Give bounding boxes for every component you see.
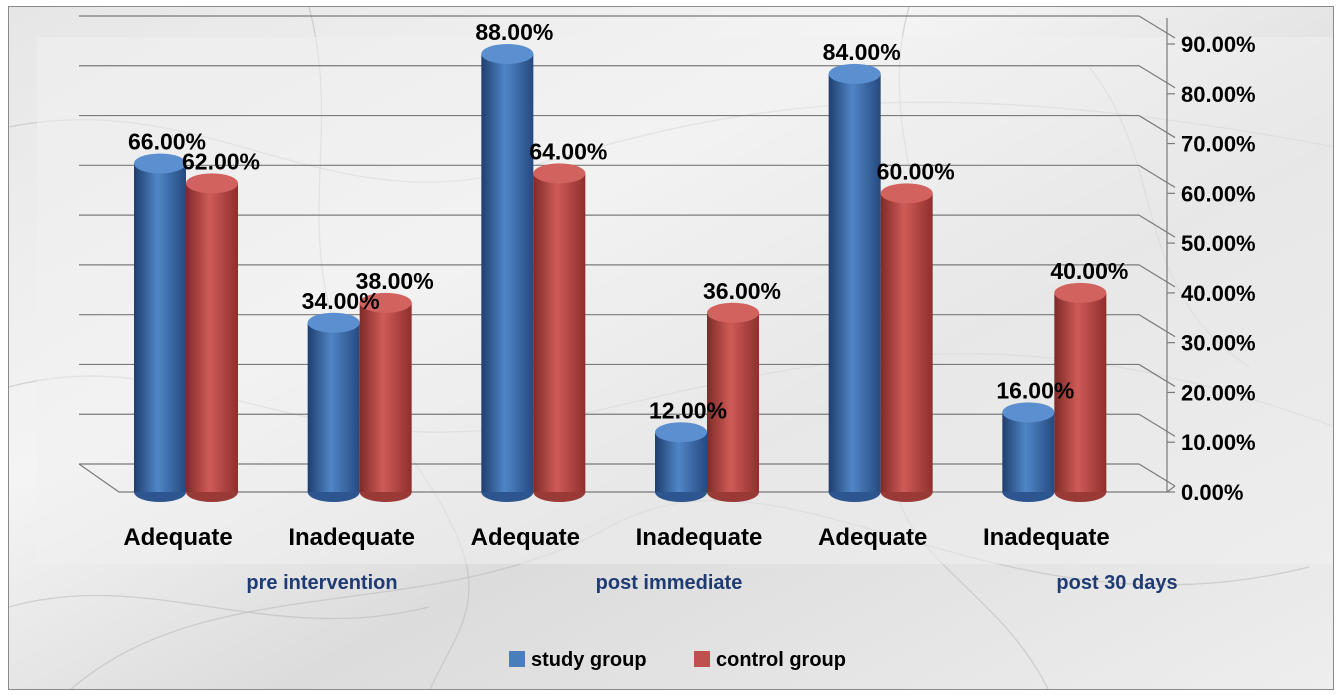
data-label: 62.00% (182, 148, 260, 174)
data-label: 40.00% (1050, 258, 1128, 284)
y-tick-label: 90.00% (1181, 32, 1256, 57)
y-tick-label: 80.00% (1181, 82, 1256, 107)
study-group-bar-top (307, 312, 360, 333)
study-group-bar (134, 163, 186, 492)
y-tick-label: 50.00% (1181, 231, 1256, 256)
category-label: Adequate (471, 524, 580, 551)
data-label: 38.00% (356, 268, 434, 294)
data-label: 88.00% (475, 19, 553, 45)
study-group-bar-top (655, 422, 707, 443)
chart-frame: 0.00% 10.00% 20.00% 30.00% 40.00% 50.00% 60.00… (8, 6, 1334, 690)
control-group-bar-top (186, 173, 238, 194)
control-group-legend-swatch (694, 651, 710, 667)
y-tick-label: 70.00% (1181, 132, 1256, 157)
y-tick-label: 10.00% (1181, 430, 1256, 455)
control-group-bar (186, 183, 238, 492)
study-group-legend-label: study group (531, 649, 647, 671)
data-label: 66.00% (128, 128, 206, 154)
category-label: Inadequate (636, 524, 763, 551)
study-group-bar (307, 322, 360, 492)
data-label: 64.00% (529, 138, 607, 164)
chart-canvas: 0.00% 10.00% 20.00% 30.00% 40.00% 50.00% 60.00… (9, 7, 1333, 689)
control-group-bar-top (707, 302, 759, 323)
data-labels: 66.00%62.00% 34.00%38.00% 88.00% 64.00% 12.0… (128, 19, 1128, 423)
control-group-bar-top (359, 292, 412, 313)
study-group-bar (1002, 412, 1055, 492)
data-label: 60.00% (877, 158, 955, 184)
study-group-bar-top (828, 63, 881, 84)
control-group-legend-label: control group (716, 649, 846, 671)
y-tick-label: 0.00% (1181, 480, 1243, 505)
study-group-bar-top (134, 153, 186, 174)
y-tick-label: 60.00% (1181, 181, 1256, 206)
study-group-bar (481, 53, 534, 492)
group-label: post 30 days (1056, 572, 1177, 594)
control-group-bar (880, 193, 933, 493)
data-label: 34.00% (302, 288, 380, 314)
data-label: 36.00% (703, 278, 781, 304)
control-group-bar (1054, 292, 1107, 492)
control-group-bar-top (533, 163, 586, 184)
study-group-bar (828, 73, 881, 492)
data-label: 16.00% (996, 377, 1074, 403)
category-axis: Adequate Inadequate Adequate Inadequate Adeq… (123, 524, 1177, 594)
study-group-bar-top (1002, 402, 1055, 423)
y-tick-label: 30.00% (1181, 331, 1256, 356)
control-group-bar-top (880, 183, 933, 204)
control-group-bar (533, 173, 586, 492)
bars (134, 43, 1107, 502)
category-label: Inadequate (288, 524, 415, 551)
data-label: 84.00% (823, 39, 901, 65)
y-tick-label: 40.00% (1181, 281, 1256, 306)
group-label: post immediate (596, 572, 743, 594)
data-label: 12.00% (649, 397, 727, 423)
y-axis: 0.00% 10.00% 20.00% 30.00% 40.00% 50.00% 60.00… (1167, 32, 1256, 505)
legend: study group control group (509, 649, 846, 671)
category-label: Adequate (123, 524, 232, 551)
study-group-legend-swatch (509, 651, 525, 667)
group-label: pre intervention (246, 572, 397, 594)
gridlines (78, 15, 1176, 493)
control-group-bar (359, 302, 412, 492)
category-label: Inadequate (983, 524, 1110, 551)
control-group-bar (707, 312, 759, 492)
y-tick-label: 20.00% (1181, 380, 1256, 405)
control-group-bar-top (1054, 282, 1107, 303)
study-group-bar-top (481, 43, 534, 64)
category-label: Adequate (818, 524, 927, 551)
